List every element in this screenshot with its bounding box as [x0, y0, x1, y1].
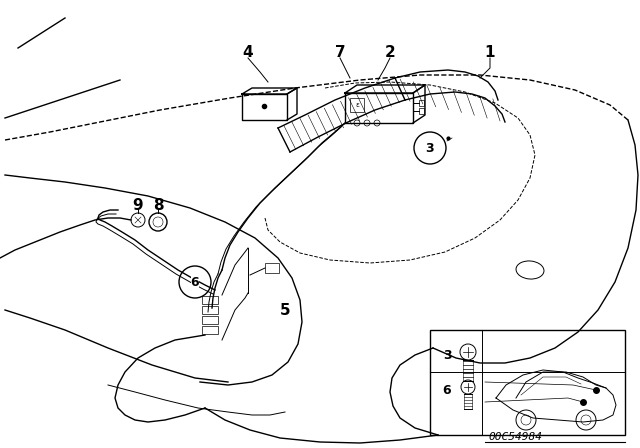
- Bar: [202, 316, 218, 324]
- Text: 8: 8: [153, 198, 163, 212]
- Bar: [430, 330, 625, 435]
- Bar: [350, 98, 364, 112]
- Bar: [202, 306, 218, 314]
- Text: 6: 6: [191, 276, 199, 289]
- Bar: [265, 263, 279, 273]
- Bar: [202, 326, 218, 334]
- Bar: [202, 296, 218, 304]
- Circle shape: [354, 120, 360, 126]
- Text: ε: ε: [355, 102, 359, 108]
- Bar: [419, 108, 424, 114]
- Text: 1: 1: [484, 44, 495, 60]
- Text: 00C54984: 00C54984: [488, 432, 542, 442]
- Text: 3: 3: [426, 142, 435, 155]
- Text: 9: 9: [132, 198, 143, 212]
- Circle shape: [374, 120, 380, 126]
- Text: 7: 7: [335, 44, 346, 60]
- Text: 5: 5: [280, 302, 291, 318]
- Text: 2: 2: [385, 44, 396, 60]
- Bar: [419, 100, 424, 106]
- Text: 6: 6: [443, 383, 451, 396]
- Circle shape: [364, 120, 370, 126]
- Text: 3: 3: [443, 349, 451, 362]
- Text: 4: 4: [243, 44, 253, 60]
